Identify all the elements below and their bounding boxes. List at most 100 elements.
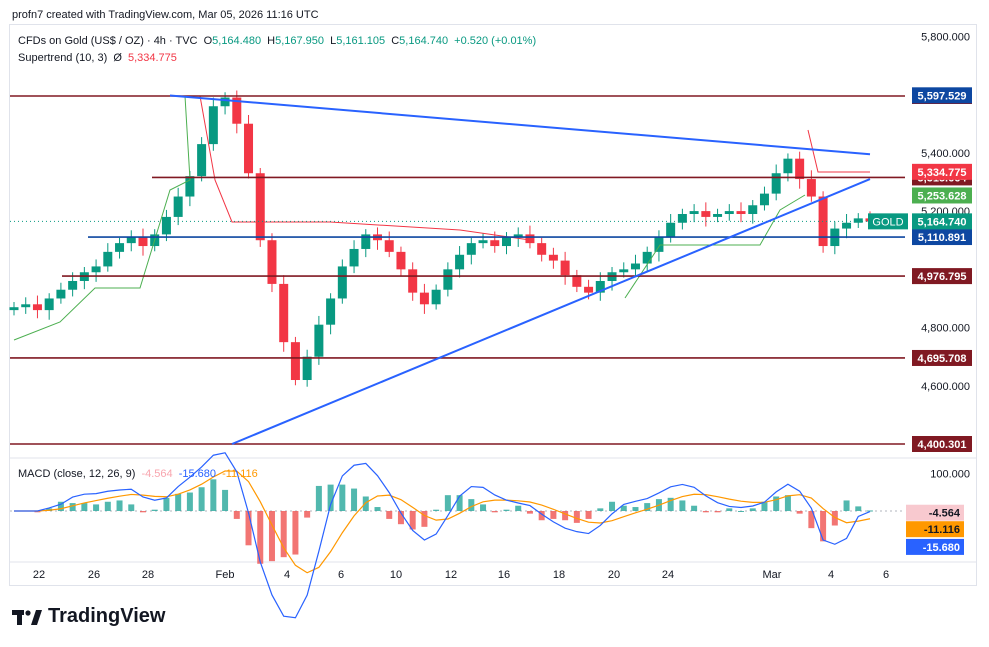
- level-tag: 4,695.708: [918, 353, 967, 365]
- candle: [619, 269, 629, 273]
- supertrend-down-line: [199, 95, 531, 241]
- candle: [290, 342, 300, 381]
- candle: [21, 304, 31, 308]
- macd-hist-bar: [210, 479, 217, 511]
- candle: [126, 237, 136, 244]
- price-tag: 5,253.628: [918, 190, 967, 202]
- x-tick-label: 16: [498, 569, 510, 581]
- macd-hist-bar: [562, 511, 569, 521]
- macd-hist-bar: [538, 511, 545, 521]
- macd-legend: MACD (close, 12, 26, 9) -4.564 -15.680 -…: [18, 468, 261, 480]
- candle: [56, 289, 66, 299]
- candle: [736, 211, 746, 215]
- macd-hist-bar: [585, 511, 592, 519]
- macd-hist-bar: [186, 492, 193, 511]
- macd-hist-bar: [57, 501, 64, 511]
- level-tag-bg: [912, 229, 972, 246]
- macd-hist-bar: [644, 503, 651, 511]
- supertrend-down-line-2: [807, 129, 870, 173]
- y-tick-label: 4,800.000: [921, 323, 970, 335]
- candle: [501, 237, 511, 247]
- macd-hist-bar: [761, 501, 768, 511]
- candle: [478, 240, 488, 244]
- macd-hist-bar: [867, 510, 873, 512]
- macd-hist-bar: [597, 508, 604, 511]
- candle: [279, 283, 289, 343]
- price-tag-bg: [912, 213, 972, 230]
- legend-high: 5,167.950: [275, 35, 325, 47]
- candle: [654, 237, 664, 252]
- macd-hist-bar: [749, 508, 756, 511]
- legend-symbol: CFDs on Gold (US$ / OZ) · 4h · TVC: [18, 35, 198, 47]
- macd-hist-bar: [374, 507, 381, 511]
- descending-trendline: [169, 94, 871, 156]
- candle: [584, 286, 594, 293]
- price-tag: 5,164.740: [918, 216, 967, 228]
- macd-hist-bar: [526, 511, 533, 514]
- macd-hist-bar: [198, 487, 205, 511]
- candle: [818, 196, 828, 247]
- macd-value-tag-bg: [906, 538, 964, 555]
- ascending-trendline: [231, 178, 871, 445]
- macd-hist-bar: [292, 511, 299, 555]
- macd-hist-bar: [444, 495, 451, 511]
- candle: [208, 106, 218, 145]
- macd-hist-bar: [784, 495, 791, 511]
- legend-change: +0.520 (+0.01%): [454, 35, 537, 47]
- macd-hist-bar: [691, 505, 698, 511]
- macd-hist-bar: [163, 497, 170, 511]
- macd-hist-bar: [843, 500, 850, 511]
- candle: [689, 211, 699, 215]
- x-tick-label: 26: [88, 569, 100, 581]
- candle: [525, 234, 535, 244]
- price-legend: CFDs on Gold (US$ / OZ) · 4h · TVC O 5,16…: [18, 35, 539, 47]
- macd-label: MACD (close, 12, 26, 9): [18, 468, 136, 480]
- candle: [771, 173, 781, 194]
- macd-legend-macd: -15.680: [178, 468, 217, 480]
- x-tick-label: 6: [883, 569, 889, 581]
- candle: [490, 240, 500, 247]
- legend-o-label: O: [203, 35, 213, 47]
- candle: [724, 211, 734, 215]
- candle: [32, 304, 42, 311]
- y-tick-label: 4,600.000: [921, 381, 970, 393]
- chart-frame: [9, 24, 977, 586]
- macd-legend-hist: -4.564: [141, 468, 173, 480]
- candle: [302, 356, 312, 381]
- macd-hist-bar: [327, 484, 334, 511]
- macd-hist-bar: [34, 511, 41, 513]
- brand-name: TradingView: [48, 605, 166, 627]
- candle: [396, 251, 406, 270]
- candles: [9, 90, 875, 387]
- candle: [842, 222, 852, 229]
- legend-l-label: L: [330, 35, 337, 47]
- macd-hist-bar: [233, 511, 240, 519]
- y-tick-label: 5,800.000: [921, 31, 970, 43]
- candle: [548, 254, 558, 261]
- macd-hist-bar: [397, 511, 404, 525]
- legend-close: 5,164.740: [399, 35, 449, 47]
- candle: [513, 234, 523, 238]
- candle: [44, 298, 54, 311]
- x-tick-label: 18: [553, 569, 565, 581]
- candle: [537, 243, 547, 255]
- price-tag-bg: [912, 163, 972, 180]
- price-tag-bg: [912, 87, 972, 104]
- candle: [220, 97, 230, 107]
- macd-hist-bar: [339, 484, 346, 511]
- macd-y-tick: 100.000: [930, 468, 970, 480]
- macd-hist-bar: [726, 508, 733, 511]
- macd-value-tag: -15.680: [923, 542, 960, 554]
- price-tag-bg: [912, 187, 972, 204]
- level-tag-bg: [912, 349, 972, 366]
- price-tag: 5,597.529: [918, 90, 967, 102]
- candle: [244, 123, 254, 174]
- candle: [68, 280, 78, 290]
- candle: [572, 275, 582, 287]
- symbol-tag: GOLD: [872, 216, 903, 228]
- candle: [443, 269, 453, 290]
- candle: [560, 260, 570, 276]
- macd-hist-bar: [280, 511, 287, 558]
- macd-hist-tag: -4.564: [929, 508, 961, 520]
